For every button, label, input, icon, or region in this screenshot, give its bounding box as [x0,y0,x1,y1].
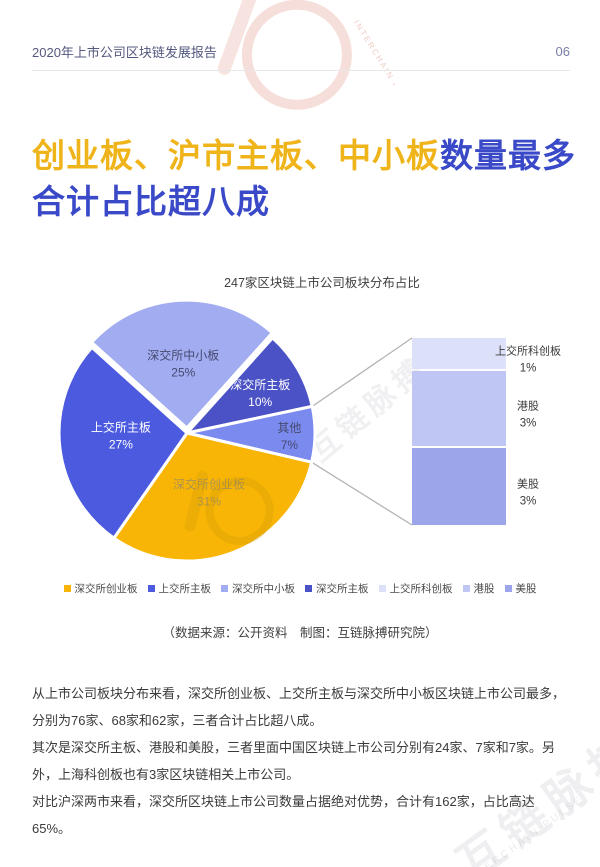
breakout-pct: 3% [520,418,537,430]
legend-item: 深交所主板 [305,581,369,596]
title-highlight: 创业板、沪市主板、中小板 [32,137,440,174]
body-text: 从上市公司板块分布来看，深交所创业板、上交所主板与深交所中小板区块链上市公司最多… [32,680,570,842]
paragraph-2: 其次是深交所主板、港股和美股，三者里面中国区块链上市公司分别有24家、7家和7家… [32,740,555,782]
pie-slice-深交所中小板 [90,298,274,430]
legend-item: 美股 [504,581,537,596]
pie-slice-pct: 25% [171,366,195,380]
breakout-segment-上交所科创板 [412,338,506,369]
pie-slice-pct: 31% [197,494,221,508]
pie-slice-pct: 27% [109,438,133,452]
pie-slice-label: 深交所中小板 [147,348,219,363]
watermark-logo-pie [184,470,274,545]
legend-label: 深交所主板 [316,583,369,595]
header-divider [32,70,570,71]
breakout-label: 上交所科创板 [495,344,561,358]
legend-item: 港股 [462,581,495,596]
legend-label: 深交所创业板 [74,583,138,595]
legend-marker [504,585,512,592]
title-rest: 数量最多 [440,137,576,174]
legend-marker [63,585,71,592]
watermark-logo-top: INTERCHAIN PULSE [217,0,395,116]
paragraph-3: 对比沪深两市来看，深交所区块链上市公司数量占据绝对优势，合计有162家，占比高达… [32,794,535,836]
legend-label: 深交所中小板 [232,583,295,595]
legend-label: 美股 [515,583,537,595]
page-title: 创业板、沪市主板、中小板数量最多合计占比超八成 [32,133,576,225]
title-line2: 合计占比超八成 [32,183,270,220]
pie-slice-上交所主板 [57,345,189,540]
pie-slice-pct: 7% [281,438,299,452]
legend-item: 深交所创业板 [63,581,138,596]
legend-item: 深交所中小板 [221,581,295,596]
legend-marker [221,585,228,592]
breakout-pct: 1% [520,363,537,375]
paragraph-1: 从上市公司板块分布来看，深交所创业板、上交所主板与深交所中小板区块链上市公司最多… [32,686,566,728]
pie-slice-label: 深交所创业板 [173,476,245,491]
legend-label: 港股 [473,583,495,595]
legend-marker [147,585,155,592]
breakout-segment-港股 [412,371,506,446]
pie-slice-深交所创业板 [112,431,314,563]
breakout-pct: 3% [520,496,537,508]
legend-marker [305,585,312,592]
pie-slice-label: 其他 [277,421,301,435]
page-header: 2020年上市公司区块链发展报告 06 [32,42,570,61]
pie-slice-深交所主板 [185,336,314,435]
report-title: 2020年上市公司区块链发展报告 [32,45,217,60]
watermark-subtext-top: INTERCHAIN PULSE [352,18,395,116]
pie-slice-label: 上交所主板 [91,420,151,435]
breakout-label: 港股 [517,400,539,413]
legend-label: 上交所主板 [158,583,212,595]
source-note: （数据来源：公开资料 制图：互链脉搏研究院） [162,626,438,640]
breakout-label: 美股 [517,478,539,491]
connector-line-top [311,337,413,407]
legend-item: 上交所主板 [147,581,212,596]
pie-slice-pct: 10% [248,395,272,409]
legend-marker [462,585,470,592]
breakout-segment-美股 [412,448,506,525]
pie-slice-label: 深交所主板 [230,377,290,392]
legend-marker [378,585,386,592]
connector-line-bottom [311,461,413,526]
chart-title: 247家区块链上市公司板块分布占比 [224,276,420,290]
pie-chart: 深交所中小板 25% 深交所主板 10% 其他 7% 深交所创业板 31% 上交所主板 27% 上交… [57,298,561,563]
page-number: 06 [555,44,570,59]
legend-item: 上交所科创板 [378,581,453,596]
watermark-bar [217,0,258,75]
chart-legend: 深交所创业板 上交所主板 深交所中小板 深交所主板 上交所科创板 港股 美股 [0,581,600,596]
legend-label: 上交所科创板 [389,583,453,595]
